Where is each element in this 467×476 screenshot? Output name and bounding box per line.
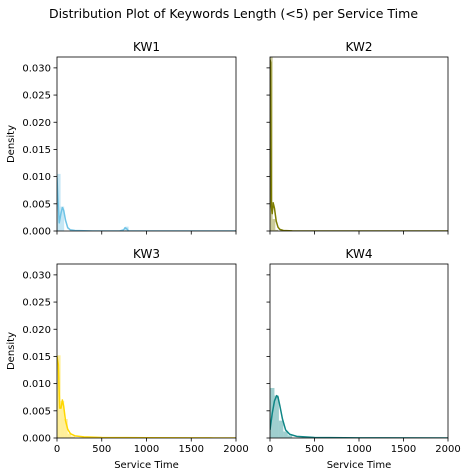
y-tick-label: 0.000 [22,227,51,238]
histogram-bar [287,435,293,438]
y-tick-label: 0.020 [22,325,51,336]
x-axis-label: Service Time [327,460,392,471]
histogram-bar [283,431,288,438]
figure-title: Distribution Plot of Keywords Length (<5… [49,6,418,21]
plot-area [270,57,448,231]
x-tick-label: 1000 [346,444,371,455]
subplot-2: KW2 [266,40,449,235]
axes-frame [56,263,237,439]
axes-frame [56,56,237,232]
y-axis-label: Density [6,332,17,370]
x-tick-label: 1500 [391,444,416,455]
plot-area [57,355,236,438]
kde-line [57,177,236,231]
histogram-bar [67,433,72,438]
subplot-title: KW2 [346,40,373,54]
y-tick-label: 0.015 [22,352,51,363]
axes-frame [269,263,449,439]
y-axis-label: Density [6,125,17,163]
histogram-bar [274,395,279,438]
histogram-bar [64,418,68,438]
subplot-3: KW3 0 500 1000 1500 2000 0.000 0.005 0.010 0.015 0… [6,247,249,471]
y-tick-label: 0.025 [22,298,51,309]
y-tick-label: 0.010 [22,172,51,183]
histogram-bar [60,206,65,231]
x-tick-label: 1500 [179,444,204,455]
y-tick-label: 0.005 [22,406,51,417]
x-tick-label: 1000 [134,444,159,455]
subplot-title: KW3 [133,247,160,261]
histogram-bar [272,219,276,231]
y-tick-label: 0.030 [22,63,51,74]
y-tick-label: 0.015 [22,145,51,156]
x-tick-label: 0 [54,444,60,455]
x-tick-label: 0 [267,444,273,455]
axes-frame [269,56,449,232]
x-axis-label: Service Time [114,460,179,471]
x-tick-label: 500 [92,444,111,455]
subplot-title: KW1 [133,40,160,54]
histogram-bar [278,420,284,438]
histogram-bar [60,401,65,438]
panels: KW1 0.000 0.005 0.010 0.015 0.020 0.025 0.030 De… [6,40,461,471]
y-tick-label: 0.020 [22,118,51,129]
y-tick-label: 0.025 [22,91,51,102]
histogram-bar [275,229,279,231]
y-tick-label: 0.030 [22,270,51,281]
x-tick-label: 2000 [435,444,460,455]
kde-line [270,394,448,438]
subplot-1: KW1 0.000 0.005 0.010 0.015 0.020 0.025 0.030 De… [6,40,237,238]
y-tick-label: 0.005 [22,199,51,210]
kde-line [57,356,236,438]
plot-area [270,387,448,438]
x-tick-label: 500 [305,444,324,455]
plot-area [57,173,236,231]
y-tick-label: 0.010 [22,379,51,390]
subplot-4: KW4 0 500 1000 1500 2000 Service Time [266,247,461,471]
histogram-bar [71,436,75,438]
y-tick-label: 0.000 [22,434,51,445]
subplot-title: KW4 [346,247,373,261]
kde-line [270,59,448,231]
x-tick-label: 2000 [223,444,248,455]
